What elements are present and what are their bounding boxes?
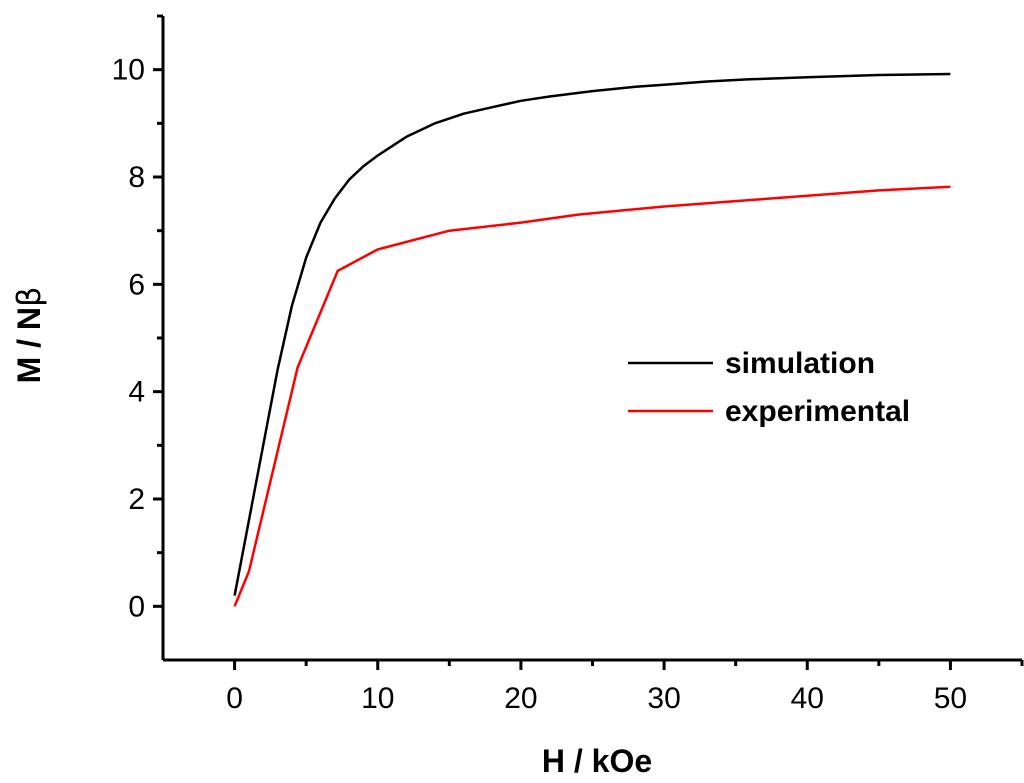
legend-label-simulation: simulation — [725, 347, 875, 380]
y-tick-label: 10 — [112, 54, 145, 87]
series-line-experimental — [233, 185, 951, 607]
axes — [161, 16, 1022, 662]
series-lines — [233, 72, 951, 607]
legend: simulation experimental — [628, 347, 910, 428]
x-tick-label: 10 — [361, 682, 394, 715]
y-tick-label: 8 — [128, 161, 145, 194]
x-tick-label: 30 — [647, 682, 680, 715]
x-tick-label: 40 — [791, 682, 824, 715]
x-axis-title: H / kOe — [542, 743, 652, 779]
legend-label-experimental: experimental — [725, 395, 910, 428]
y-tick-label: 6 — [128, 268, 145, 301]
y-tick-label: 0 — [128, 590, 145, 623]
y-axis-title-main: M / N — [11, 307, 47, 383]
y-axis-title: M / Nβ — [10, 287, 48, 384]
ticks: 0 10 20 30 40 50 0 2 4 6 8 10 — [112, 14, 1024, 715]
x-tick-label: 20 — [504, 682, 537, 715]
series-line-simulation — [233, 72, 951, 596]
x-tick-label: 0 — [226, 682, 243, 715]
x-tick-label: 50 — [934, 682, 967, 715]
y-axis-title-symbol: β — [10, 287, 48, 307]
y-tick-label: 2 — [128, 483, 145, 516]
y-tick-label: 4 — [128, 376, 145, 409]
